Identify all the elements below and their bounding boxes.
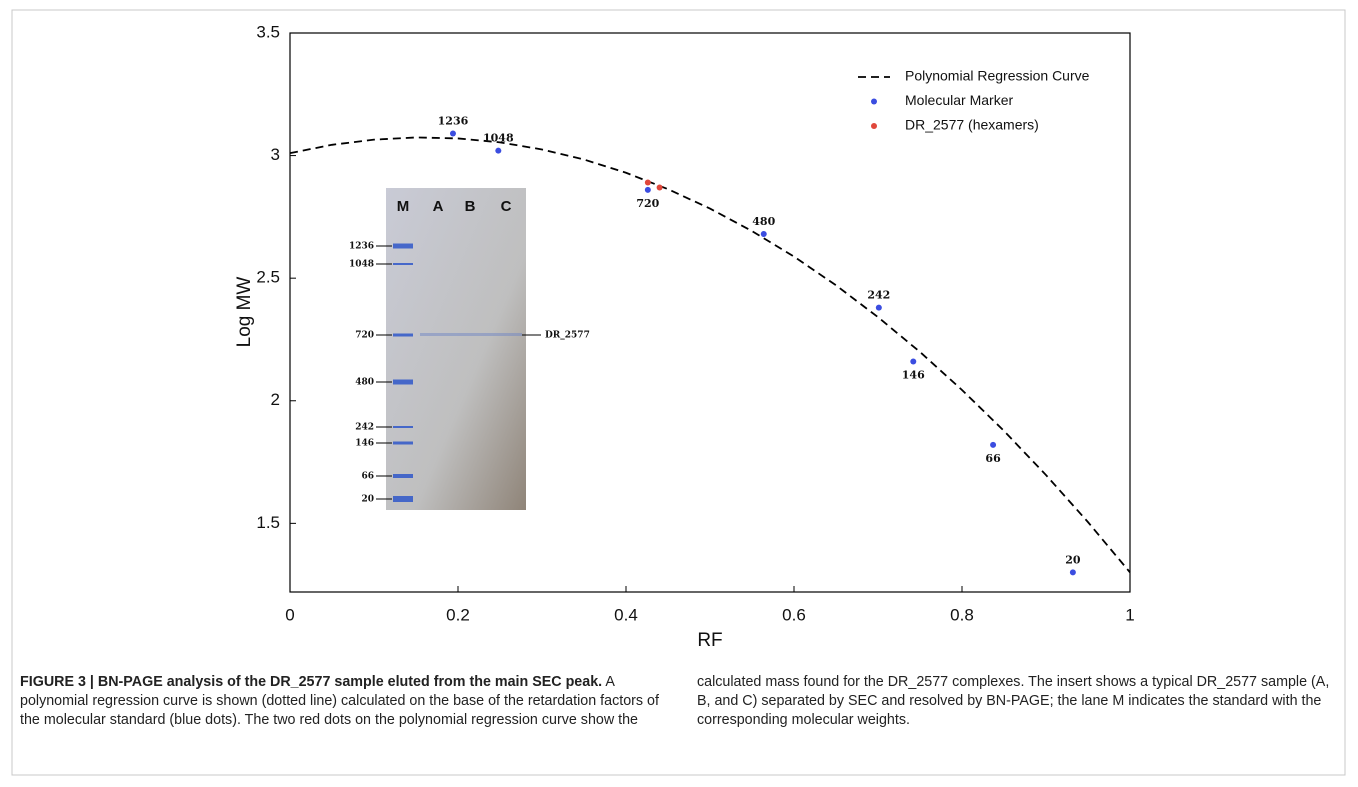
legend-label: Polynomial Regression Curve — [905, 68, 1090, 84]
y-tick-label: 2.5 — [256, 268, 280, 287]
lane-label: A — [433, 198, 444, 215]
legend-label: DR_2577 (hexamers) — [905, 117, 1039, 133]
data-point — [990, 441, 997, 448]
lane-label: M — [397, 198, 410, 215]
marker-label: 1048 — [349, 260, 374, 270]
legend-marker — [871, 123, 877, 129]
band-label: DR_2577 — [545, 331, 590, 341]
y-tick-label: 1.5 — [256, 513, 280, 532]
x-tick-label: 0.4 — [614, 605, 638, 624]
marker-label: 20 — [361, 495, 374, 505]
data-point — [644, 186, 651, 193]
data-point — [656, 184, 663, 191]
plot-frame — [289, 32, 1131, 593]
point-label: 242 — [867, 289, 890, 302]
point-label: 1048 — [483, 132, 514, 145]
marker-label: 242 — [355, 423, 374, 433]
point-label: 480 — [752, 215, 775, 228]
figure-frame — [11, 9, 1346, 776]
x-tick-label: 0.8 — [950, 605, 974, 624]
caption: FIGURE 3 | BN-PAGE analysis of the DR_25… — [20, 673, 1338, 730]
data-point — [910, 358, 917, 365]
gel-faint-band — [420, 333, 522, 336]
y-tick-label: 3.5 — [256, 22, 280, 41]
marker-label: 480 — [355, 378, 374, 388]
legend-marker — [871, 98, 877, 105]
gel-image — [386, 188, 526, 510]
marker-label: 720 — [355, 331, 374, 341]
x-axis-title: RF — [697, 630, 722, 651]
x-tick-label: 0.2 — [446, 605, 470, 624]
x-tick-label: 0 — [285, 605, 294, 624]
point-label: 66 — [985, 452, 1001, 465]
point-label: 720 — [636, 197, 659, 210]
gel-band — [393, 496, 413, 502]
data-point — [760, 231, 767, 238]
point-label: 1236 — [438, 115, 469, 128]
data-point — [449, 130, 456, 137]
point-label: 20 — [1065, 553, 1081, 566]
marker-label: 1236 — [349, 242, 374, 252]
y-tick-label: 2 — [271, 390, 280, 409]
caption-title: FIGURE 3 | BN-PAGE analysis of the DR_25… — [20, 674, 603, 690]
x-tick-label: 0.6 — [782, 605, 806, 624]
data-point — [644, 179, 651, 186]
legend-label: Molecular Marker — [905, 92, 1013, 108]
gel-band — [393, 333, 413, 337]
gel-band — [393, 441, 413, 445]
regression-curve — [289, 136, 1131, 573]
caption-body: A polynomial regression curve is shown (… — [20, 674, 1330, 728]
lane-label: C — [501, 198, 512, 215]
y-axis-title: Log MW — [234, 277, 255, 348]
data-point — [1069, 569, 1076, 576]
point-label: 146 — [902, 369, 925, 382]
data-point — [875, 304, 882, 311]
gel-band — [393, 474, 413, 478]
gel-band — [393, 263, 413, 265]
lane-label: B — [465, 198, 476, 215]
y-tick-label: 3 — [271, 145, 280, 164]
gel-band — [393, 243, 413, 249]
gel-band — [393, 426, 413, 428]
x-tick-label: 1 — [1125, 605, 1134, 624]
marker-label: 146 — [355, 439, 374, 449]
data-point — [495, 147, 502, 154]
marker-label: 66 — [361, 472, 374, 482]
gel-band — [393, 379, 413, 385]
